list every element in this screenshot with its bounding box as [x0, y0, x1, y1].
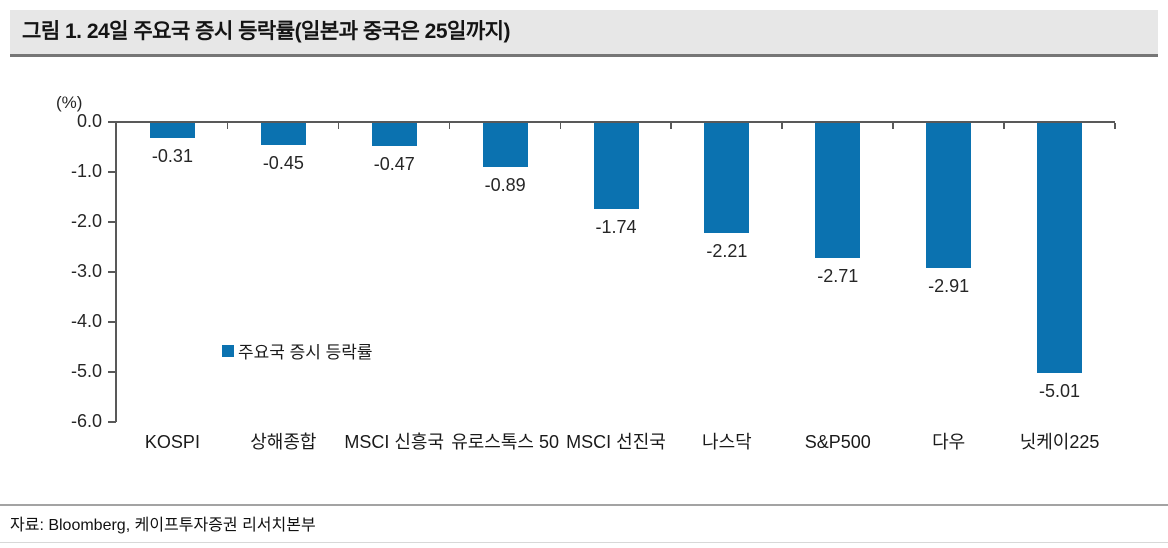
x-axis-category-label: S&P500 [804, 432, 871, 452]
category-boundary-tick [1114, 123, 1116, 129]
bar-value-label: -2.21 [706, 241, 748, 261]
y-axis-line [115, 122, 117, 422]
y-axis-tick [108, 421, 116, 423]
x-axis-category-label: KOSPI [144, 432, 200, 452]
bar-value-label: -0.31 [151, 146, 193, 166]
y-axis-tick-label: -5.0 [70, 361, 102, 381]
bar-value-label: -0.47 [373, 154, 415, 174]
bottom-divider [0, 542, 1168, 543]
x-axis-category-label: 닛케이225 [1019, 432, 1100, 452]
x-axis-category-label: 유로스톡스 50 [451, 432, 560, 452]
y-axis-tick [108, 321, 116, 323]
y-axis-tick-label: -6.0 [70, 411, 102, 431]
y-axis-tick-label: -2.0 [70, 211, 102, 231]
y-axis-tick-label: -3.0 [70, 261, 102, 281]
bar-value-label: -5.01 [1039, 381, 1081, 401]
x-axis-category-label: 다우 [932, 432, 966, 452]
x-axis-line [115, 121, 1115, 123]
bar [260, 123, 306, 145]
x-axis-category-label: MSCI 선진국 [566, 432, 666, 452]
bar-value-label: -2.91 [928, 276, 970, 296]
y-axis-tick [108, 171, 116, 173]
category-boundary-tick [337, 123, 340, 129]
category-boundary-tick [670, 123, 672, 129]
category-boundary-tick [559, 123, 562, 129]
category-boundary-tick [1003, 123, 1005, 129]
y-axis-tick-label: -4.0 [70, 311, 102, 331]
y-axis-tick-label: 0.0 [76, 111, 102, 131]
bar-value-label: -0.45 [262, 153, 304, 173]
x-axis-category-label: MSCI 신흥국 [344, 432, 445, 452]
bar [704, 123, 750, 233]
category-boundary-tick [892, 123, 894, 129]
x-axis-category-label: 상해종합 [250, 432, 317, 452]
bar [482, 123, 528, 167]
bar [149, 123, 195, 138]
y-axis-unit-label: (%) [56, 93, 83, 112]
bar-chart: (%) 주요국 증시 등락률 0.0 -1.0 -2.0 -3.0 -4.0 -5.0 -6… [0, 60, 1168, 500]
legend-square-icon [222, 344, 234, 357]
category-boundary-tick [226, 123, 229, 129]
x-axis-category-label: 나스닥 [702, 432, 752, 452]
y-axis-tick [108, 121, 116, 123]
y-axis-tick [108, 271, 116, 273]
figure-title: 그림 1. 24일 주요국 증시 등락률(일본과 중국은 25일까지) [22, 20, 510, 43]
y-axis-tick [108, 221, 116, 223]
figure-title-bar: 그림 1. 24일 주요국 증시 등락률(일본과 중국은 25일까지) [10, 10, 1158, 57]
y-axis-tick-label: -1.0 [70, 161, 102, 181]
source-note: 자료: Bloomberg, 케이프투자증권 리서치본부 [10, 517, 316, 534]
bar-value-label: -2.71 [817, 266, 859, 286]
bar [815, 123, 861, 258]
legend-label: 주요국 증시 등락률 [238, 343, 373, 362]
bar-value-label: -0.89 [484, 175, 526, 195]
footer-divider [0, 504, 1168, 506]
bar [593, 123, 639, 209]
legend: 주요국 증시 등락률 [222, 338, 373, 363]
bar [371, 123, 417, 146]
category-boundary-tick [781, 123, 783, 129]
bar-value-label: -1.74 [595, 217, 637, 237]
y-axis-tick [108, 371, 116, 373]
bar [1037, 123, 1083, 373]
category-boundary-tick [448, 123, 451, 129]
bar [926, 123, 972, 268]
